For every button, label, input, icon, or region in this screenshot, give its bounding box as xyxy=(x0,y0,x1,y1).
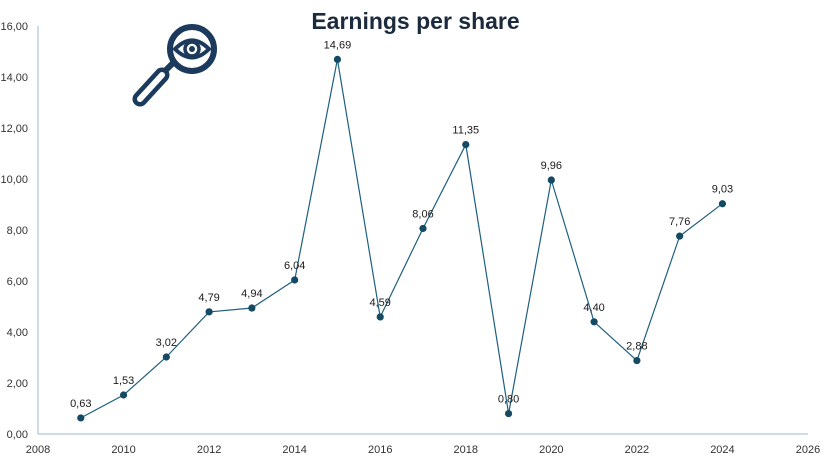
data-label: 9,96 xyxy=(541,160,562,172)
y-tick-label: 12,00 xyxy=(0,123,28,135)
series-line xyxy=(80,59,723,419)
data-label: 11,35 xyxy=(452,125,479,137)
magnifier-eye-icon xyxy=(132,24,217,107)
data-point xyxy=(504,410,513,418)
data-point xyxy=(376,313,384,321)
y-tick-label: 0,00 xyxy=(7,429,28,441)
data-point xyxy=(633,356,641,365)
y-axis-ticks: 0,00 2,00 4,00 6,00 8,00 10,00 12,00 14,00 16,00 xyxy=(0,21,28,441)
magnifier-handle-inner xyxy=(137,72,165,102)
data-point xyxy=(77,414,85,422)
data-label: 2,88 xyxy=(626,341,647,353)
data-label: 4,79 xyxy=(198,292,219,304)
x-tick-label: 2008 xyxy=(26,444,50,456)
data-label: 4,40 xyxy=(583,302,604,314)
axes xyxy=(37,26,808,435)
data-point xyxy=(419,224,427,233)
data-point xyxy=(718,200,727,208)
data-point xyxy=(291,276,299,284)
data-label: 3,02 xyxy=(156,337,177,349)
data-label: 9,03 xyxy=(712,184,733,196)
eye-iris xyxy=(183,40,201,58)
data-label: 6,04 xyxy=(284,260,305,272)
data-label: 4,94 xyxy=(241,288,262,300)
y-tick-label: 16,00 xyxy=(0,21,28,33)
x-tick-label: 2012 xyxy=(197,444,221,456)
data-label: 1,53 xyxy=(113,375,134,387)
x-tick-label: 2022 xyxy=(625,444,649,456)
x-tick-label: 2026 xyxy=(796,444,820,456)
data-point xyxy=(462,140,470,149)
x-tick-label: 2014 xyxy=(282,444,306,456)
y-tick-label: 4,00 xyxy=(7,327,28,339)
y-tick-label: 14,00 xyxy=(0,72,28,84)
data-point xyxy=(248,304,256,312)
data-point xyxy=(590,318,598,326)
data-point xyxy=(333,55,342,64)
chart-title: Earnings per share xyxy=(311,8,520,34)
data-point xyxy=(162,353,170,361)
x-tick-label: 2016 xyxy=(368,444,392,456)
data-label: 7,76 xyxy=(669,216,690,228)
data-label: 0,80 xyxy=(498,394,519,406)
y-tick-label: 6,00 xyxy=(7,276,28,288)
x-tick-label: 2024 xyxy=(710,444,734,456)
data-point xyxy=(119,391,128,399)
y-tick-label: 10,00 xyxy=(0,174,28,186)
data-label: 14,69 xyxy=(324,39,352,51)
data-point xyxy=(676,232,684,240)
x-axis-ticks: 2008 2010 2012 2014 2016 2018 2020 2022 2024 2026 xyxy=(26,444,820,456)
data-point xyxy=(205,308,213,316)
data-label: 8,06 xyxy=(412,208,433,220)
data-markers xyxy=(77,55,727,422)
x-tick-label: 2010 xyxy=(111,444,135,456)
data-point xyxy=(547,176,555,184)
x-tick-label: 2020 xyxy=(539,444,563,456)
eye-shape xyxy=(172,38,212,60)
x-tick-label: 2018 xyxy=(454,444,478,456)
y-tick-label: 8,00 xyxy=(7,225,28,237)
magnifier-lens xyxy=(167,24,217,74)
data-label: 0,63 xyxy=(70,398,91,410)
y-tick-label: 2,00 xyxy=(7,378,28,390)
eye-pupil xyxy=(189,46,195,52)
data-labels: 0,63 1,53 3,02 4,79 4,94 6,04 14,69 4,59 8,06 11,… xyxy=(70,39,733,410)
data-label: 4,59 xyxy=(370,297,391,309)
